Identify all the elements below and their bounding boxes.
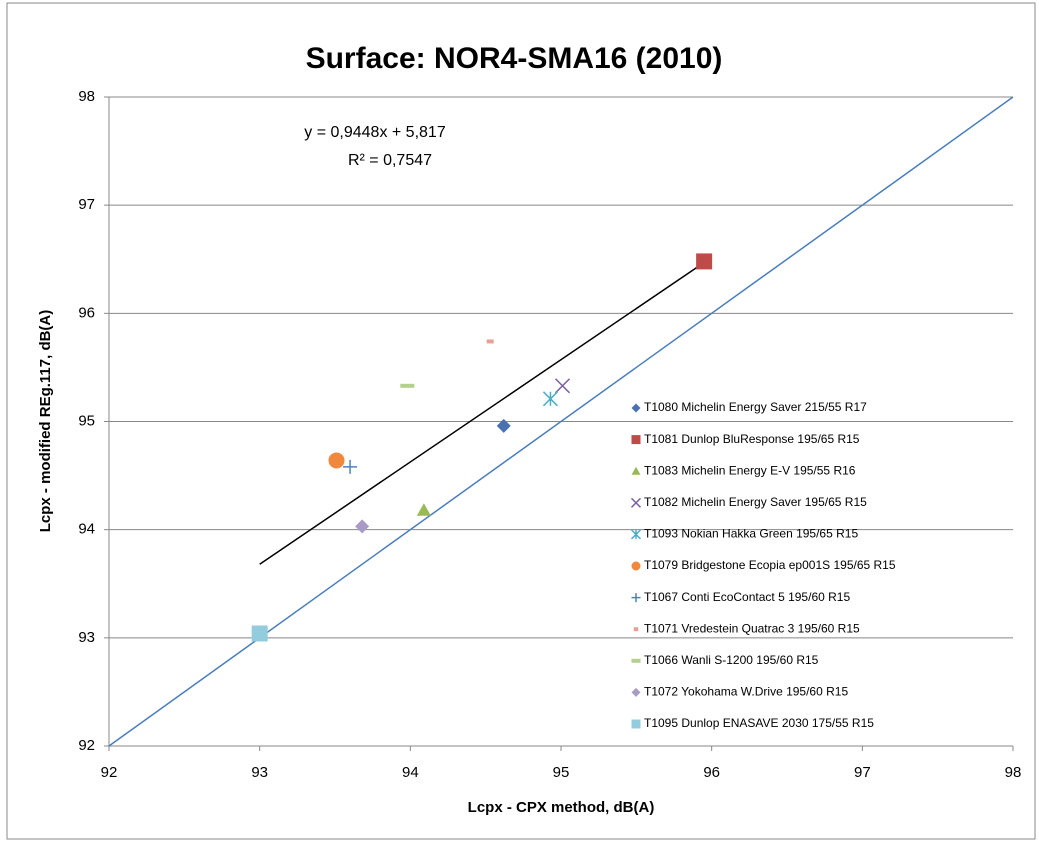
marker: [343, 459, 358, 474]
legend-label: T1083 Michelin Energy E-V 195/55 R16: [644, 463, 856, 477]
x-tick-label: 97: [854, 764, 871, 781]
legend-label: T1072 Yokohama W.Drive 195/60 R15: [644, 685, 848, 699]
marker: [486, 339, 494, 344]
legend-label: T1066 Wanli S-1200 195/60 R15: [644, 653, 819, 667]
legend-label: T1095 Dunlop ENASAVE 2030 175/55 R15: [644, 716, 874, 730]
x-tick-label: 96: [703, 764, 720, 781]
marker: [416, 503, 431, 516]
marker: [400, 383, 415, 388]
fit-line: [259, 261, 705, 565]
y-tick-label: 96: [78, 304, 95, 321]
legend-label: T1082 Michelin Energy Saver 195/65 R15: [644, 495, 867, 509]
marker: [328, 452, 345, 469]
marker: [631, 658, 641, 663]
trend-equation: y = 0,9448x + 5,817: [304, 124, 446, 141]
x-tick-label: 92: [101, 764, 118, 781]
marker: [696, 253, 713, 270]
x-axis-title: Lcpx - CPX method, dB(A): [468, 799, 655, 816]
chart-title: Surface: NOR4-SMA16 (2010): [306, 42, 723, 75]
marker: [633, 627, 639, 632]
marker: [630, 497, 642, 508]
y-tick-label: 97: [78, 196, 95, 213]
marker: [630, 529, 642, 540]
legend-label: T1067 Conti EcoContact 5 195/60 R15: [644, 590, 850, 604]
marker: [631, 561, 641, 571]
x-tick-label: 98: [1005, 764, 1022, 781]
legend-label: T1093 Nokian Hakka Green 195/65 R15: [644, 527, 858, 541]
y-axis-title: Lcpx - modified REg.117, dB(A): [37, 310, 54, 533]
marker: [631, 403, 641, 413]
marker: [355, 519, 370, 534]
marker: [631, 593, 641, 603]
x-tick-label: 95: [553, 764, 570, 781]
marker: [496, 418, 511, 433]
marker: [631, 466, 641, 475]
legend-label: T1071 Vredestein Quatrac 3 195/60 R15: [644, 621, 860, 635]
y-tick-label: 95: [78, 412, 95, 429]
marker: [251, 625, 268, 642]
legend-label: T1081 Dunlop BluResponse 195/65 R15: [644, 432, 860, 446]
marker: [542, 391, 558, 407]
legend-label: T1080 Michelin Energy Saver 215/55 R17: [644, 400, 867, 414]
marker: [631, 687, 641, 697]
y-tick-label: 92: [78, 737, 95, 754]
x-tick-label: 93: [251, 764, 268, 781]
y-tick-label: 93: [78, 629, 95, 646]
y-tick-label: 94: [78, 521, 95, 538]
x-tick-label: 94: [402, 764, 419, 781]
legend-label: T1079 Bridgestone Ecopia ep001S 195/65 R…: [644, 558, 896, 572]
marker: [631, 435, 641, 445]
y-tick-label: 98: [78, 88, 95, 105]
marker: [631, 719, 641, 729]
marker: [554, 378, 571, 394]
trend-r2: R² = 0,7547: [348, 152, 432, 169]
